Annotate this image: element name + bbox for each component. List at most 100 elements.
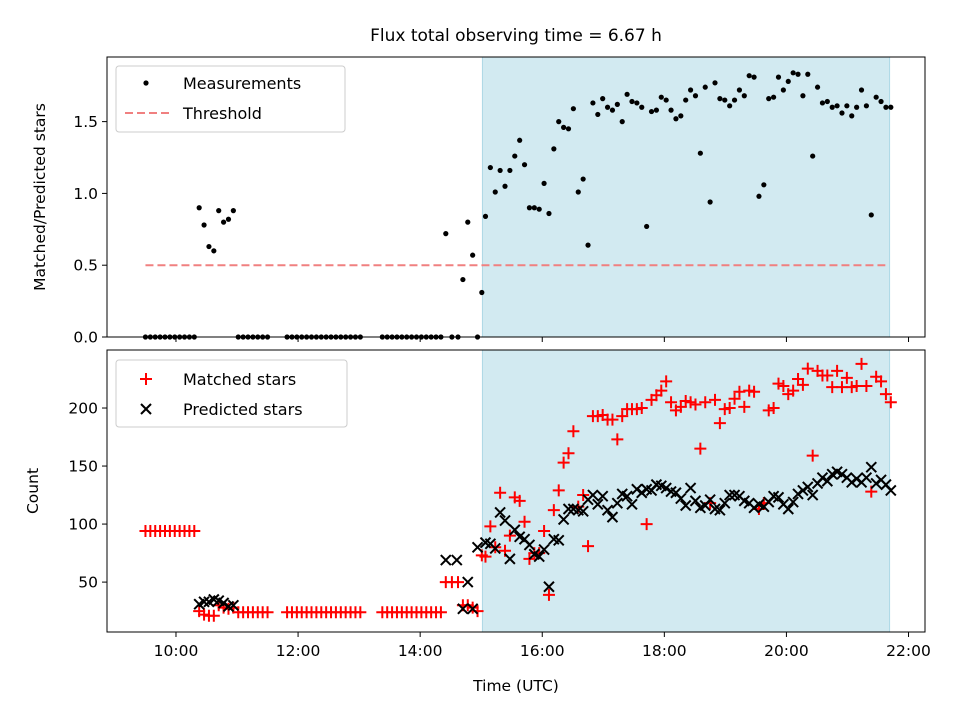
bottom-x-tick-label: 16:00: [520, 642, 565, 660]
measurement-point: [225, 216, 232, 222]
measurement-point: [727, 103, 733, 109]
measurement-point: [546, 210, 552, 217]
matched-star-point: [875, 375, 888, 388]
predicted-star-point: [227, 599, 240, 612]
bottom-y-tick-label: 100: [68, 516, 98, 534]
predicted-legend-marker: [140, 403, 152, 415]
predicted-star-point: [621, 490, 633, 502]
measurement-point: [556, 119, 562, 125]
predicted-star-point: [806, 489, 819, 501]
matched-star-point: [479, 550, 492, 563]
predicted-star-point: [577, 505, 589, 518]
measurement-point: [683, 97, 689, 103]
measurement-point: [624, 91, 630, 97]
measurement-point: [634, 100, 640, 106]
measurement-point: [619, 119, 625, 125]
matched-star-point: [699, 396, 712, 409]
measurement-point: [590, 100, 596, 106]
measurement-point: [551, 146, 557, 152]
matched-star-point: [207, 609, 220, 622]
measurement-point: [805, 71, 811, 77]
measurement-point: [541, 180, 547, 186]
top-axes-frame: [106, 56, 926, 338]
measurement-points: [142, 70, 894, 340]
bottom-y-axis-label: Count: [24, 468, 42, 514]
top-y-tick-label: 0.5: [73, 257, 98, 275]
matched-star-point: [748, 385, 761, 398]
measurement-point: [795, 71, 801, 77]
measurement-point: [819, 100, 826, 106]
measurement-point: [470, 252, 476, 258]
predicted-star-point: [440, 554, 452, 566]
top-y-tick-label: 1.5: [73, 113, 98, 131]
matched-star-point: [513, 494, 526, 507]
predicted-star-point: [451, 554, 463, 566]
measurement-point: [746, 73, 752, 79]
measurement-point: [707, 199, 713, 205]
measurement-point: [814, 84, 821, 90]
measurement-point: [479, 289, 485, 296]
matched-star-point: [840, 371, 853, 384]
matched-star-point: [606, 413, 619, 426]
x-axis-label: Time (UTC): [472, 677, 559, 695]
matched-star-point: [547, 504, 560, 517]
matched-star-point: [494, 486, 507, 499]
predicted-star-point: [787, 496, 799, 508]
matched-star-point: [552, 484, 565, 497]
predicted-star-point: [562, 503, 575, 515]
matched-star-point: [733, 385, 746, 398]
bottom-x-tick-label: 22:00: [886, 642, 931, 660]
predicted-star-point: [557, 513, 570, 526]
legend-predicted-stars: Predicted stars: [183, 400, 303, 419]
predicted-star-point: [504, 553, 516, 565]
predicted-star-point: [626, 498, 638, 511]
top-x-ticks: [175, 337, 910, 342]
matched-star-point: [582, 540, 595, 553]
measurement-point: [609, 107, 616, 113]
bottom-x-tick-label: 18:00: [642, 642, 687, 660]
measurement-point: [766, 96, 772, 102]
measurement-point: [639, 104, 645, 110]
measurement-point: [849, 113, 855, 119]
matched-star-point: [801, 362, 814, 375]
predicted-star-point: [675, 492, 687, 505]
measurement-point: [604, 104, 611, 110]
matched-star-point: [821, 369, 834, 382]
top-legend: Measurements Threshold: [115, 65, 346, 133]
matched-legend-marker: [140, 373, 152, 385]
matched-star-point: [557, 456, 570, 469]
measurement-point: [785, 78, 791, 85]
measurement-point: [482, 213, 489, 219]
matched-star-point: [796, 378, 809, 391]
matched-star-point: [261, 606, 274, 619]
measurement-point: [873, 94, 879, 100]
measurement-point: [780, 87, 786, 93]
bottom-x-tick-label: 20:00: [764, 642, 809, 660]
bottom-y-tick-label: 200: [68, 400, 98, 418]
measurement-point: [775, 74, 782, 80]
predicted-star-point: [679, 499, 692, 512]
predicted-star-point: [719, 497, 731, 509]
observing-window-bottom: [481, 349, 891, 633]
measurement-point: [658, 94, 664, 100]
bottom-x-ticks: 10:00 12:00 14:00 16:00 18:00 20:00 22:00: [154, 632, 931, 660]
predicted-star-point: [509, 524, 521, 536]
measurement-point: [678, 113, 684, 119]
measurement-point: [644, 223, 650, 230]
top-legend-box: [115, 65, 346, 133]
measurement-point: [220, 219, 227, 225]
measurement-point: [502, 183, 508, 189]
predicted-star-point: [606, 511, 619, 523]
matched-star-point: [616, 410, 629, 423]
measurement-point: [648, 108, 655, 115]
measurement-point: [561, 124, 567, 130]
measurement-point: [751, 74, 757, 80]
matched-star-point: [831, 364, 844, 377]
predicted-star-point: [821, 475, 834, 487]
matched-star-point: [665, 396, 678, 409]
matched-star-point: [562, 447, 575, 460]
bottom-y-ticks: 50 100 150 200: [68, 400, 107, 592]
measurement-point: [570, 106, 576, 112]
measurement-point: [761, 182, 767, 188]
matched-star-point: [787, 384, 800, 397]
